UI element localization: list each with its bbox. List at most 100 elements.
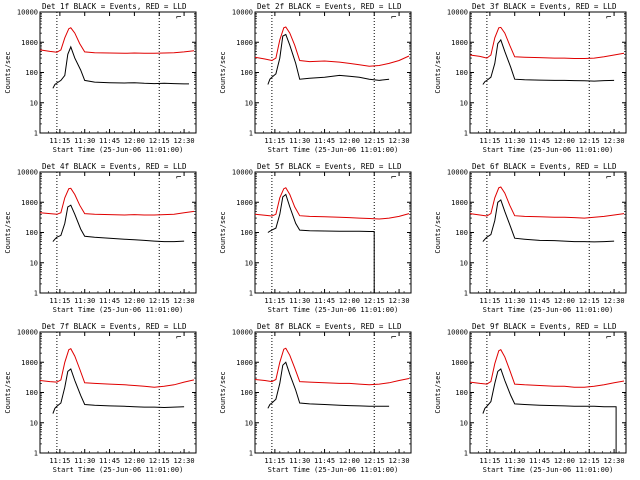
- x-tick-label: 12:00: [339, 137, 360, 145]
- y-tick-label: 1: [249, 130, 253, 138]
- events-series-line: [52, 45, 189, 89]
- lld-series-line: [469, 26, 625, 59]
- events-series-line: [482, 38, 615, 85]
- y-tick-label: 100: [25, 229, 38, 237]
- panel-det-1: Det 1f BLACK = Events, RED = LLD ⌐ 1 10 100 1…: [4, 2, 197, 154]
- corner-mark: ⌐: [606, 13, 611, 23]
- corner-mark: ⌐: [176, 333, 181, 343]
- y-tick-label: 100: [455, 229, 468, 237]
- x-tick-label: 11:45: [314, 297, 335, 305]
- x-tick-label: 12:30: [174, 297, 195, 305]
- x-tick-label: 11:45: [529, 457, 550, 465]
- x-axis-label: Start Time (25-Jun-06 11:01:00): [53, 466, 184, 474]
- panel-det-5: Det 5f BLACK = Events, RED = LLD ⌐ 1 10 100 1…: [219, 162, 412, 314]
- y-tick-label: 10000: [17, 169, 38, 177]
- corner-mark: ⌐: [391, 13, 396, 23]
- plot-frame: [254, 171, 412, 294]
- x-tick-label: 12:15: [364, 457, 385, 465]
- y-axis-label: Counts/sec: [4, 371, 12, 413]
- x-tick-label: 11:30: [74, 297, 95, 305]
- y-tick-label: 10: [245, 259, 253, 267]
- y-tick-label: 1: [464, 450, 468, 458]
- y-tick-label: 100: [455, 69, 468, 77]
- y-tick-label: 1000: [451, 359, 468, 367]
- panel-title: Det 8f BLACK = Events, RED = LLD: [257, 322, 402, 331]
- y-tick-label: 10: [460, 259, 468, 267]
- x-tick-label: 11:45: [99, 297, 120, 305]
- x-axis-label: Start Time (25-Jun-06 11:01:00): [483, 146, 614, 154]
- x-tick-label: 12:30: [604, 137, 625, 145]
- x-tick-label: 11:15: [479, 457, 500, 465]
- x-tick-label: 12:30: [604, 457, 625, 465]
- y-tick-label: 1000: [451, 39, 468, 47]
- events-series-line: [482, 199, 615, 243]
- y-tick-label: 100: [240, 229, 253, 237]
- y-axis-label: Counts/sec: [4, 211, 12, 253]
- plot-frame: [39, 11, 197, 134]
- x-tick-label: 11:30: [289, 137, 310, 145]
- y-tick-label: 10000: [447, 9, 468, 17]
- corner-mark: ⌐: [391, 333, 396, 343]
- y-tick-label: 10: [30, 419, 38, 427]
- x-tick-label: 11:15: [479, 297, 500, 305]
- y-tick-label: 100: [240, 389, 253, 397]
- y-axis-label: Counts/sec: [434, 211, 442, 253]
- corner-mark: ⌐: [606, 173, 611, 183]
- plot-frame: [469, 11, 627, 134]
- y-tick-label: 1: [249, 450, 253, 458]
- x-tick-label: 12:15: [579, 457, 600, 465]
- y-tick-label: 10000: [447, 169, 468, 177]
- x-tick-label: 11:45: [529, 297, 550, 305]
- x-axis-label: Start Time (25-Jun-06 11:01:00): [53, 306, 184, 314]
- x-tick-label: 12:00: [124, 297, 145, 305]
- x-tick-label: 11:45: [314, 457, 335, 465]
- x-tick-label: 12:30: [174, 137, 195, 145]
- corner-mark: ⌐: [391, 173, 396, 183]
- x-tick-label: 11:15: [49, 137, 70, 145]
- y-tick-label: 10000: [232, 329, 253, 337]
- x-tick-label: 12:00: [124, 457, 145, 465]
- y-tick-label: 10000: [17, 9, 38, 17]
- x-tick-label: 11:45: [99, 137, 120, 145]
- x-tick-label: 11:30: [504, 137, 525, 145]
- panel-det-3: Det 3f BLACK = Events, RED = LLD ⌐ 1 10 100 1…: [434, 2, 627, 154]
- lld-series-line: [39, 27, 195, 54]
- x-tick-label: 11:30: [504, 457, 525, 465]
- y-tick-label: 10: [460, 99, 468, 107]
- y-tick-label: 100: [25, 389, 38, 397]
- y-tick-label: 100: [240, 69, 253, 77]
- x-tick-label: 12:15: [364, 137, 385, 145]
- y-tick-label: 1000: [451, 199, 468, 207]
- y-tick-label: 1000: [236, 199, 253, 207]
- y-tick-label: 10: [245, 419, 253, 427]
- x-tick-label: 12:00: [554, 297, 575, 305]
- x-tick-label: 11:30: [74, 137, 95, 145]
- x-tick-label: 11:30: [74, 457, 95, 465]
- y-tick-label: 1: [249, 290, 253, 298]
- panel-det-8: Det 8f BLACK = Events, RED = LLD ⌐ 1 10 100 1…: [219, 322, 412, 474]
- x-tick-label: 12:15: [149, 297, 170, 305]
- x-axis-label: Start Time (25-Jun-06 11:01:00): [483, 306, 614, 314]
- plot-frame: [254, 11, 412, 134]
- y-tick-label: 1: [34, 450, 38, 458]
- x-tick-label: 12:30: [389, 137, 410, 145]
- events-series-line: [482, 368, 617, 453]
- y-tick-label: 10: [460, 419, 468, 427]
- panel-title: Det 3f BLACK = Events, RED = LLD: [472, 2, 617, 11]
- y-tick-label: 1: [34, 290, 38, 298]
- x-tick-label: 12:15: [149, 457, 170, 465]
- events-series-line: [52, 204, 185, 243]
- x-tick-label: 11:30: [289, 457, 310, 465]
- x-tick-label: 12:00: [554, 137, 575, 145]
- x-axis-label: Start Time (25-Jun-06 11:01:00): [483, 466, 614, 474]
- panel-title: Det 5f BLACK = Events, RED = LLD: [257, 162, 402, 171]
- x-tick-label: 12:15: [364, 297, 385, 305]
- lld-series-line: [39, 348, 195, 388]
- panel-det-4: Det 4f BLACK = Events, RED = LLD ⌐ 1 10 100 1…: [4, 162, 197, 314]
- x-tick-label: 12:15: [149, 137, 170, 145]
- y-axis-label: Counts/sec: [434, 51, 442, 93]
- y-axis-label: Counts/sec: [434, 371, 442, 413]
- y-tick-label: 10: [30, 259, 38, 267]
- events-series-line: [52, 368, 185, 414]
